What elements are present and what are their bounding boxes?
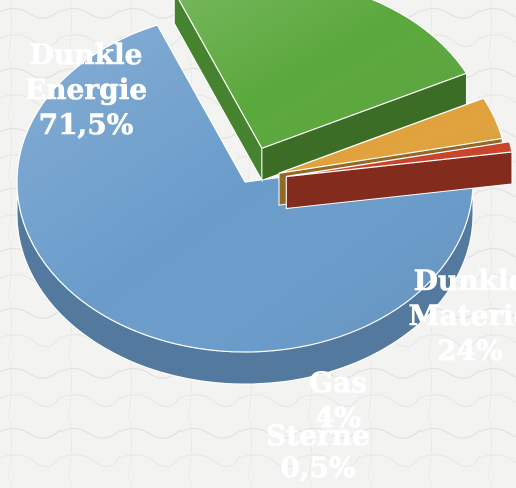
- pie-slice-dunkle-materie: [173, 0, 468, 183]
- slice-label-dunkle-materie-line2: Materie: [408, 299, 516, 332]
- slice-label-dunkle-materie-line1: Dunkle: [414, 264, 516, 297]
- pie-slice-sheen: [286, 141, 512, 177]
- pie-slice-sheen: [17, 25, 473, 352]
- slice-label-dunkle-energie-line1: Dunkle: [30, 38, 143, 71]
- slice-label-dunkle-energie-value-label: 71,5%: [39, 108, 134, 141]
- pie-slice-sheen: [179, 0, 467, 149]
- pie-slice-sheen: [279, 98, 503, 174]
- slice-label-dunkle-materie-value-label: 24%: [437, 334, 503, 367]
- slice-label-sterne-value-label: 0,5%: [280, 451, 355, 484]
- pie-slice-sterne: [285, 141, 513, 210]
- slice-label-sterne-line1: Sterne: [266, 419, 370, 452]
- pie-slice-dunkle-energie: [16, 23, 474, 385]
- slice-label-gas-value-label: 4%: [315, 401, 361, 434]
- slice-label-gas-line1: Gas: [309, 366, 367, 399]
- slice-label-dunkle-energie-line2: Energie: [25, 73, 147, 106]
